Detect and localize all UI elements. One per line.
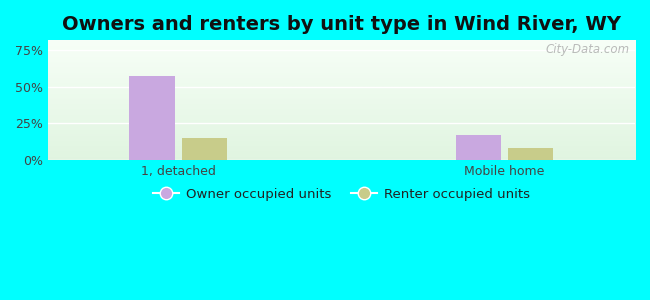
Title: Owners and renters by unit type in Wind River, WY: Owners and renters by unit type in Wind … (62, 15, 621, 34)
Bar (181, 138, 228, 160)
Bar (456, 135, 501, 160)
Bar (129, 76, 175, 160)
Legend: Owner occupied units, Renter occupied units: Owner occupied units, Renter occupied un… (148, 183, 536, 206)
Bar (508, 148, 553, 160)
Text: City-Data.com: City-Data.com (545, 43, 629, 56)
